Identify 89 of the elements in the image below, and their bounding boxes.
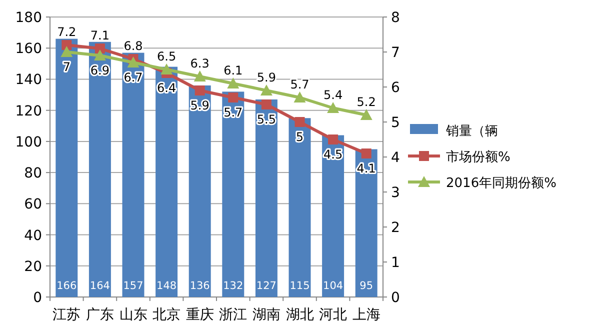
y-tick-label: 100 bbox=[15, 134, 42, 150]
data-label: 5.4 bbox=[324, 88, 343, 102]
y2-tick-label: 5 bbox=[391, 115, 400, 131]
data-label: 5.7 bbox=[290, 78, 310, 92]
x-tick-label: 湖北 bbox=[286, 307, 314, 323]
x-tick-label: 重庆 bbox=[186, 307, 214, 323]
y-tick-label: 80 bbox=[24, 166, 42, 182]
data-label: 4.5 bbox=[324, 148, 343, 162]
point bbox=[360, 109, 372, 120]
bar bbox=[88, 42, 111, 297]
legend-label: 2016年同期份额% bbox=[446, 176, 556, 191]
data-label: 164 bbox=[90, 280, 110, 292]
point bbox=[194, 86, 205, 96]
point bbox=[62, 40, 72, 50]
x-tick-label: 上海 bbox=[352, 307, 380, 323]
data-label: 7 bbox=[62, 60, 70, 74]
legend-label: 销量（辆 bbox=[445, 124, 498, 139]
data-label: 166 bbox=[56, 280, 77, 292]
point bbox=[60, 46, 73, 57]
x-tick-label: 山东 bbox=[119, 307, 148, 323]
point bbox=[260, 84, 272, 96]
point bbox=[160, 64, 173, 74]
y2-tick-label: 3 bbox=[391, 185, 400, 201]
bar bbox=[188, 85, 211, 297]
x-tick-label: 河北 bbox=[319, 307, 348, 323]
point bbox=[227, 78, 240, 88]
bar bbox=[355, 149, 378, 297]
data-label: 7.2 bbox=[57, 25, 76, 39]
y2-tick-label: 6 bbox=[391, 80, 400, 96]
data-label: 148 bbox=[156, 280, 177, 292]
data-label: 95 bbox=[360, 280, 374, 292]
point bbox=[94, 50, 106, 60]
y-tick-label: 160 bbox=[15, 41, 42, 58]
y2-tick-label: 0 bbox=[391, 290, 400, 306]
x-tick-label: 北京 bbox=[152, 307, 181, 323]
point bbox=[228, 92, 238, 102]
point bbox=[328, 134, 338, 144]
data-label: 127 bbox=[256, 280, 276, 292]
data-label: 4.1 bbox=[356, 162, 376, 176]
data-label: 5 bbox=[296, 130, 304, 144]
y2-tick-label: 1 bbox=[391, 255, 400, 271]
data-label: 115 bbox=[290, 280, 310, 292]
x-tick-label: 湖南 bbox=[252, 307, 280, 323]
y-tick-label: 120 bbox=[15, 103, 42, 120]
data-label: 7.1 bbox=[90, 28, 110, 42]
data-label: 6.8 bbox=[124, 39, 143, 53]
y2-tick-label: 7 bbox=[391, 45, 400, 61]
y-tick-label: 20 bbox=[24, 258, 42, 275]
y2-tick-label: 4 bbox=[391, 150, 400, 166]
y-tick-label: 180 bbox=[15, 10, 42, 26]
data-label: 6.5 bbox=[157, 50, 176, 64]
data-label: 5.2 bbox=[356, 95, 376, 109]
bar bbox=[255, 99, 278, 297]
data-label: 104 bbox=[323, 280, 344, 292]
data-label: 132 bbox=[223, 280, 244, 292]
data-label: 6.1 bbox=[224, 64, 243, 78]
y-tick-label: 140 bbox=[15, 72, 42, 88]
bar bbox=[288, 118, 311, 297]
data-label: 157 bbox=[123, 280, 144, 292]
point bbox=[294, 92, 306, 102]
y-tick-label: 0 bbox=[33, 290, 42, 306]
data-label: 5.7 bbox=[224, 106, 243, 120]
y2-tick-label: 2 bbox=[391, 220, 400, 236]
data-label: 136 bbox=[190, 280, 210, 292]
point bbox=[127, 56, 140, 68]
legend-label: 市场份额% bbox=[446, 150, 510, 165]
data-label: 5.9 bbox=[190, 98, 210, 112]
bar bbox=[156, 66, 178, 297]
data-label: 6.7 bbox=[124, 70, 143, 84]
x-tick-label: 浙江 bbox=[219, 307, 248, 323]
data-label: 5.5 bbox=[256, 112, 276, 126]
point bbox=[327, 102, 340, 113]
bar bbox=[222, 92, 244, 297]
x-tick-label: 江苏 bbox=[52, 307, 81, 323]
y2-tick-label: 8 bbox=[391, 10, 400, 26]
y-tick-label: 40 bbox=[24, 228, 42, 244]
data-label: 6.3 bbox=[190, 56, 210, 70]
data-label: 6.4 bbox=[157, 81, 176, 95]
data-label: 5.9 bbox=[256, 70, 276, 84]
point bbox=[294, 117, 305, 127]
data-label: 6.9 bbox=[90, 64, 110, 78]
bar bbox=[122, 52, 144, 297]
point bbox=[194, 70, 206, 82]
x-tick-label: 广东 bbox=[86, 307, 114, 323]
bar bbox=[56, 38, 78, 297]
point bbox=[361, 148, 372, 158]
y-tick-label: 60 bbox=[24, 196, 42, 213]
point bbox=[261, 100, 272, 110]
point bbox=[94, 44, 105, 54]
